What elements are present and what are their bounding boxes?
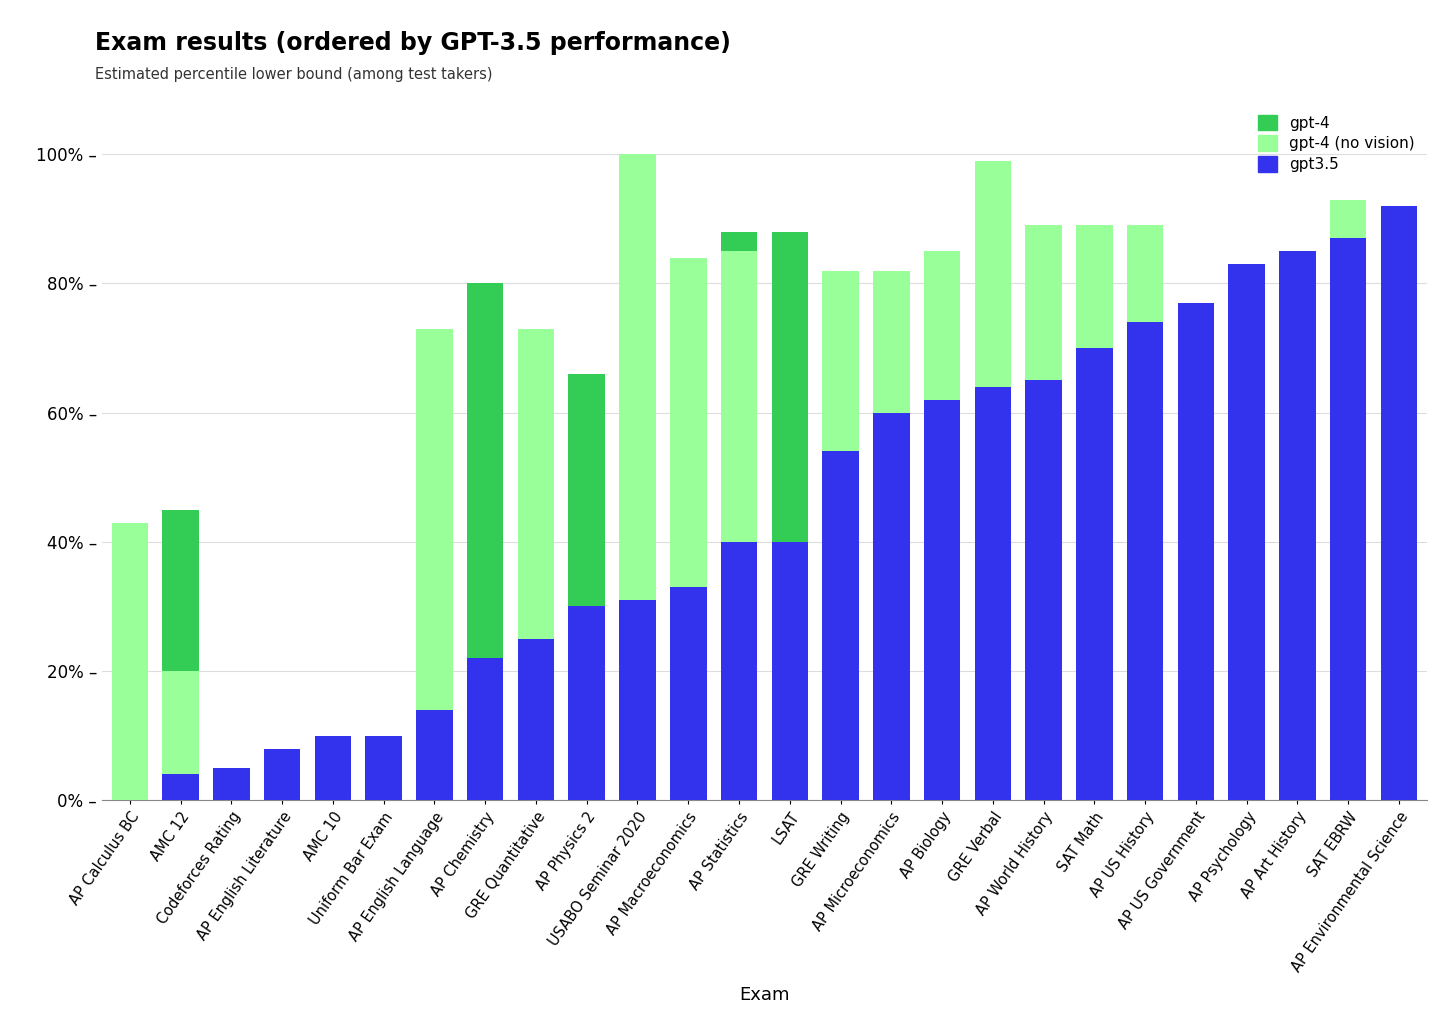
- Bar: [721, 251, 757, 542]
- Bar: [721, 232, 757, 251]
- Bar: [162, 671, 199, 775]
- Bar: [1280, 251, 1316, 800]
- Legend: gpt-4, gpt-4 (no vision), gpt3.5: gpt-4, gpt-4 (no vision), gpt3.5: [1254, 110, 1420, 176]
- Bar: [823, 271, 859, 451]
- Bar: [923, 251, 961, 400]
- Bar: [823, 451, 859, 800]
- Bar: [772, 232, 808, 542]
- Text: Exam results (ordered by GPT-3.5 performance): Exam results (ordered by GPT-3.5 perform…: [95, 31, 731, 54]
- Bar: [1380, 206, 1417, 800]
- Bar: [772, 542, 808, 800]
- Bar: [1229, 264, 1265, 800]
- Bar: [1329, 199, 1367, 238]
- Bar: [1025, 381, 1061, 800]
- Bar: [670, 587, 706, 800]
- Bar: [1076, 348, 1112, 800]
- Bar: [416, 710, 453, 800]
- Bar: [619, 600, 655, 800]
- X-axis label: Exam: Exam: [740, 986, 789, 1004]
- Text: Estimated percentile lower bound (among test takers): Estimated percentile lower bound (among …: [95, 67, 492, 82]
- Bar: [467, 283, 504, 658]
- Bar: [416, 328, 453, 710]
- Bar: [162, 510, 199, 671]
- Bar: [1076, 226, 1112, 348]
- Bar: [974, 387, 1010, 800]
- Bar: [874, 412, 910, 800]
- Bar: [1127, 322, 1163, 800]
- Bar: [518, 639, 555, 800]
- Bar: [568, 606, 606, 800]
- Bar: [162, 775, 199, 800]
- Bar: [264, 749, 300, 800]
- Bar: [568, 373, 606, 606]
- Bar: [112, 522, 149, 800]
- Bar: [874, 271, 910, 412]
- Bar: [1025, 226, 1061, 381]
- Bar: [518, 328, 555, 639]
- Bar: [923, 400, 961, 800]
- Bar: [365, 736, 402, 800]
- Bar: [721, 542, 757, 800]
- Bar: [619, 154, 655, 600]
- Bar: [670, 258, 706, 587]
- Bar: [1329, 238, 1367, 800]
- Bar: [314, 736, 351, 800]
- Bar: [1127, 226, 1163, 322]
- Bar: [1178, 303, 1214, 800]
- Bar: [213, 768, 249, 800]
- Bar: [974, 161, 1010, 387]
- Bar: [467, 658, 504, 800]
